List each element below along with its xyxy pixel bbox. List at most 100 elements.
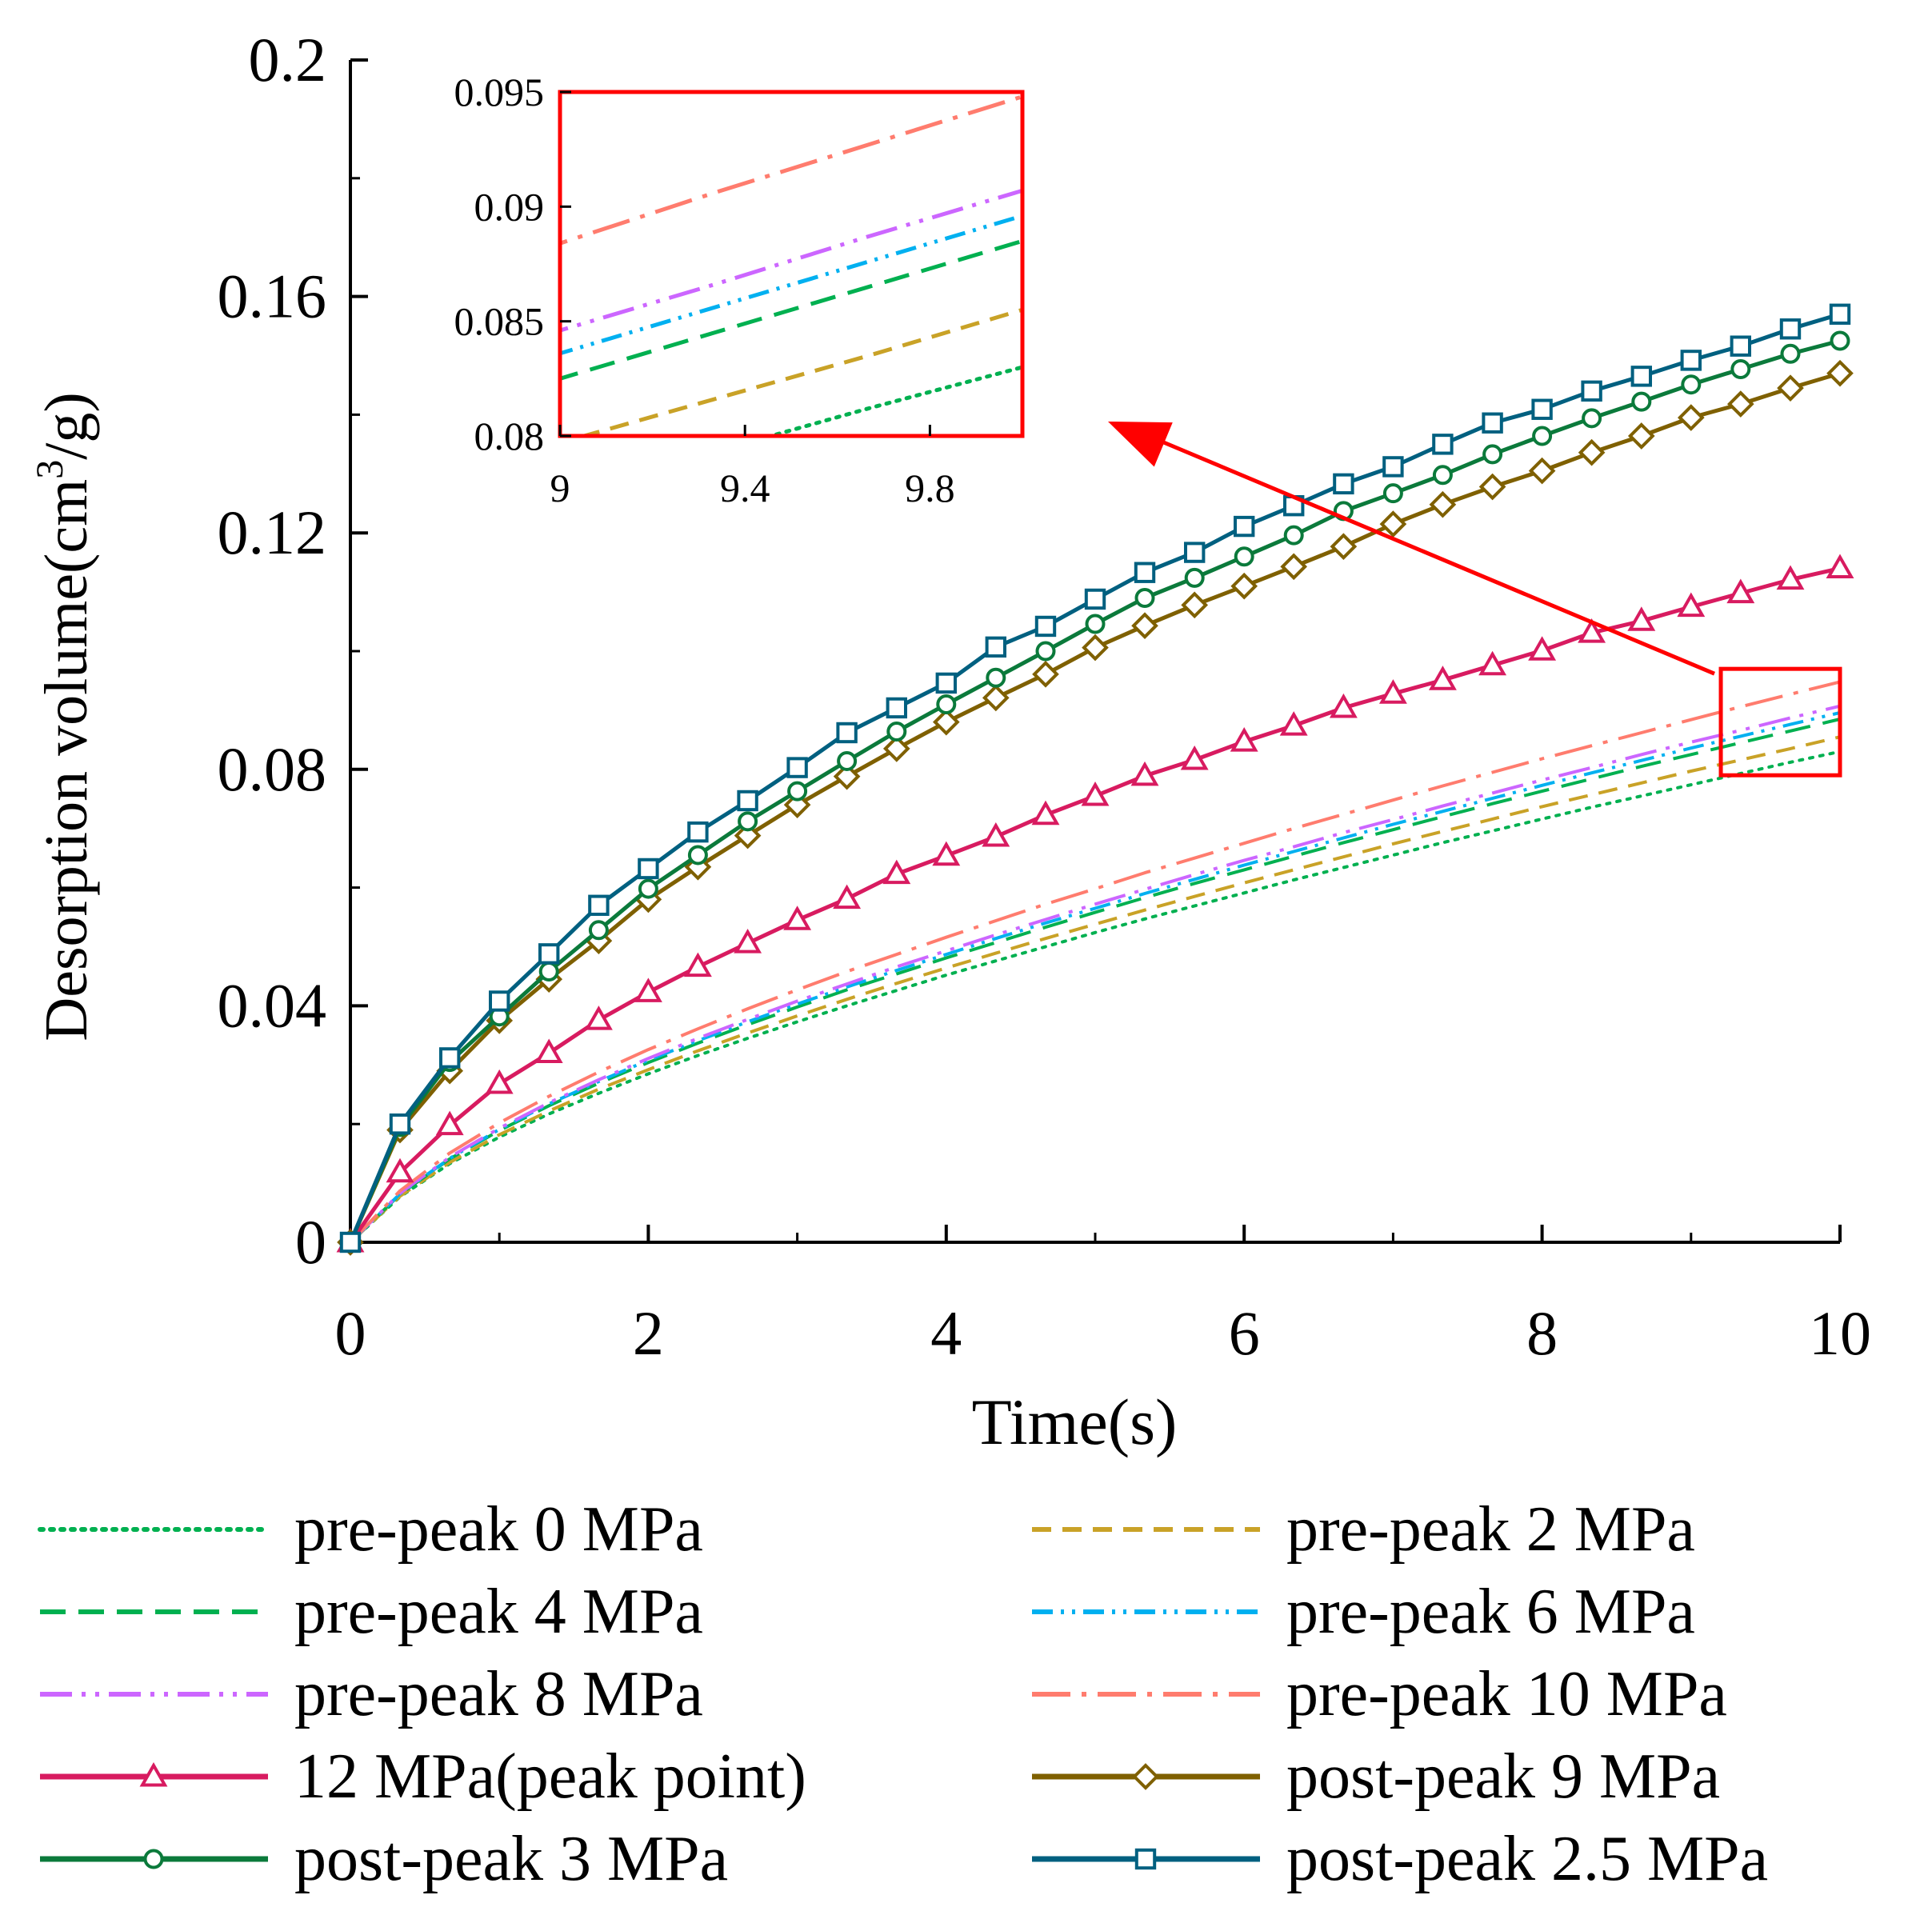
data-point-marker	[1726, 390, 1754, 418]
data-point-marker	[1134, 587, 1155, 608]
data-point-marker	[1230, 572, 1258, 600]
legend-label: pre-peak 6 MPa	[1286, 1577, 1695, 1647]
data-point-marker	[1085, 614, 1106, 634]
inset-series-line	[560, 188, 1022, 333]
data-point-marker	[1779, 318, 1802, 340]
series-line	[349, 680, 1841, 1244]
main-series	[336, 303, 1854, 1256]
main-ticks: 0 0.04 0.08 0.12 0.16 0.2 0 2 4 6 8 10	[218, 25, 1872, 1368]
data-point-marker	[389, 1113, 411, 1135]
x-tick-label: 2	[633, 1298, 664, 1368]
data-point-marker	[1780, 343, 1801, 364]
series-line	[349, 735, 1841, 1244]
legend-marker	[1134, 1848, 1157, 1870]
x-axis-label: Time(s)	[972, 1385, 1178, 1458]
data-point-marker	[438, 1047, 461, 1069]
data-point-marker	[1379, 510, 1407, 538]
legend-marker	[143, 1849, 164, 1869]
zoom-arrow-head	[1108, 422, 1173, 467]
y-tick-label: 0	[295, 1207, 326, 1277]
data-point-marker	[435, 1110, 464, 1136]
legend-label: pre-peak 8 MPa	[294, 1659, 703, 1729]
inset-series	[560, 94, 1022, 436]
data-point-marker	[1180, 745, 1209, 770]
data-point-marker	[687, 821, 709, 843]
data-point-marker	[339, 1231, 362, 1253]
series-pre-peak-2-mpa	[349, 735, 1841, 1244]
data-point-marker	[538, 943, 560, 965]
data-point-marker	[588, 894, 610, 916]
legend-item: pre-peak 6 MPa	[1032, 1577, 1695, 1647]
data-point-marker	[1826, 554, 1854, 579]
data-point-marker	[1677, 592, 1706, 618]
data-point-marker	[1130, 761, 1159, 786]
data-point-marker	[1776, 565, 1805, 590]
x-tick-label: 6	[1229, 1298, 1260, 1368]
data-point-marker	[1234, 515, 1255, 538]
data-point-marker	[1528, 636, 1557, 661]
data-point-marker	[1184, 567, 1205, 588]
data-point-marker	[1382, 456, 1404, 478]
data-point-marker	[986, 667, 1006, 688]
inset-series-line	[577, 307, 1022, 436]
data-point-marker	[833, 762, 861, 790]
inset-background	[560, 92, 1022, 436]
data-point-marker	[1034, 615, 1057, 638]
legend-label: post-peak 3 MPa	[294, 1824, 728, 1894]
data-point-marker	[588, 920, 609, 941]
legend-label: pre-peak 2 MPa	[1286, 1494, 1695, 1565]
legend: pre-peak 0 MPa pre-peak 2 MPa pre-peak 4 M…	[38, 1494, 1768, 1894]
legend-label: pre-peak 0 MPa	[294, 1494, 703, 1565]
x-tick-label: 8	[1526, 1298, 1558, 1368]
data-point-marker	[783, 906, 812, 930]
data-point-marker	[1627, 606, 1656, 631]
x-tick-label: 0	[335, 1298, 366, 1368]
data-point-marker	[734, 929, 762, 954]
data-point-marker	[837, 750, 858, 771]
data-point-marker	[1826, 359, 1854, 387]
data-point-marker	[1283, 525, 1304, 546]
legend-item: pre-peak 0 MPa	[38, 1494, 703, 1565]
inset-y-tick-label: 0.095	[454, 70, 545, 114]
series-post-peak-9-mpa	[337, 359, 1854, 1256]
inset-frame	[558, 90, 1025, 438]
legend-label: post-peak 2.5 MPa	[1286, 1824, 1768, 1894]
legend-item: post-peak 3 MPa	[40, 1824, 728, 1894]
data-point-marker	[683, 952, 712, 977]
data-point-marker	[1830, 330, 1850, 351]
data-point-marker	[833, 884, 862, 910]
series-line	[349, 750, 1842, 1244]
inset-x-tick-label: 9.4	[720, 466, 770, 510]
data-point-marker	[1428, 666, 1457, 690]
series-line	[349, 718, 1841, 1244]
inset-x-tick-label: 9.8	[905, 466, 955, 510]
y-axis-label: Desorption volume(cm3/g)	[29, 392, 100, 1041]
data-point-marker	[1279, 711, 1308, 736]
data-point-marker	[1329, 693, 1358, 718]
data-point-marker	[1478, 650, 1507, 676]
data-point-marker	[1183, 542, 1206, 563]
series-pre-peak-8-mpa	[349, 704, 1841, 1244]
legend-marker	[1132, 1763, 1159, 1790]
data-point-marker	[1134, 562, 1156, 583]
inset-zoom-panel: 0.08 0.085 0.09 0.095 9 9.4 9.8	[454, 70, 1025, 510]
series-pre-peak-10-mpa	[349, 680, 1841, 1244]
x-tick-label: 10	[1809, 1298, 1871, 1368]
data-point-marker	[1730, 335, 1752, 357]
legend-item: post-peak 2.5 MPa	[1032, 1824, 1768, 1894]
data-point-marker	[1280, 553, 1308, 581]
data-point-marker	[1730, 358, 1751, 379]
inset-y-tick-label: 0.09	[474, 184, 545, 229]
data-point-marker	[1084, 588, 1106, 610]
data-point-marker	[882, 735, 910, 762]
legend-item: post-peak 9 MPa	[1032, 1741, 1720, 1812]
data-point-marker	[1726, 578, 1755, 604]
data-point-marker	[1578, 618, 1606, 643]
y-tick-label: 0.12	[218, 498, 327, 567]
data-point-marker	[1432, 434, 1454, 455]
legend-label: post-peak 9 MPa	[1286, 1741, 1720, 1812]
data-point-marker	[886, 697, 907, 719]
data-point-marker	[1181, 591, 1209, 619]
y-tick-label: 0.04	[218, 970, 327, 1040]
data-point-marker	[1330, 533, 1358, 561]
